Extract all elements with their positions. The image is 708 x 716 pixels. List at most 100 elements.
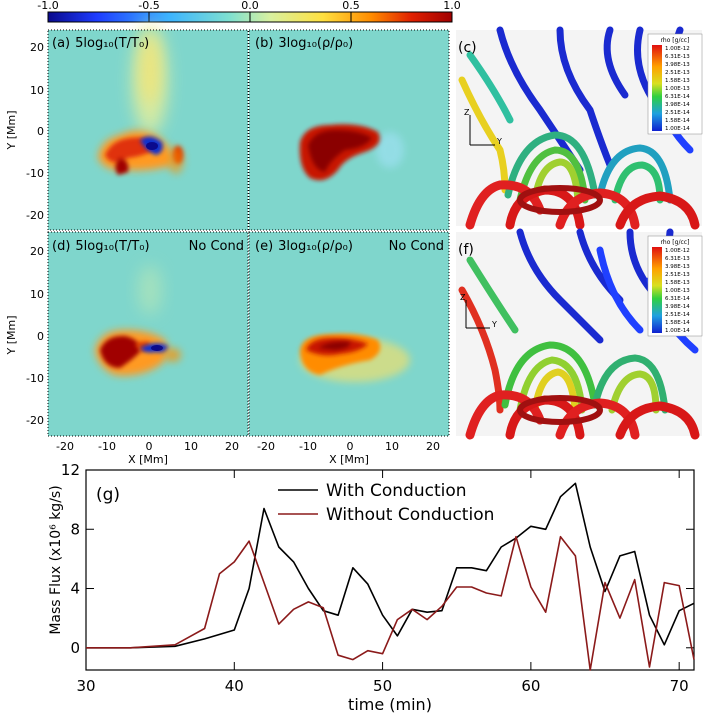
panel-a-label: (a) 5log₁₀(T/T₀) — [52, 36, 149, 51]
x-axis-label-right: X [Mm] — [329, 453, 369, 466]
x-tick: -10 — [299, 440, 317, 453]
axis3d-z: Z — [464, 108, 470, 117]
series — [86, 482, 695, 671]
y-tick: -20 — [26, 414, 44, 427]
panel-e-note: No Cond — [389, 239, 444, 254]
legend-label: Without Conduction — [326, 505, 494, 525]
panel-f-3d-axes — [465, 300, 490, 329]
y-tick-label: 12 — [61, 461, 80, 479]
panel-a-frame — [47, 29, 249, 231]
panel-b-label: (b) 3log₁₀(ρ/ρ₀) — [255, 36, 353, 51]
chart-legend: With Conduction Without Conduction — [278, 481, 494, 525]
panel-c-legend: rho [g/cc] 1.00E-12 6.31E-13 3.98E-13 2.… — [647, 33, 703, 135]
legend-value: 1.00E-12 — [665, 46, 690, 52]
colorbar: -1.0 -0.5 0.0 0.5 1.0 — [37, 0, 461, 23]
y-tick: -10 — [26, 372, 44, 385]
legend-value: 1.00E-13 — [665, 288, 690, 294]
colorbar-tick: 0.0 — [241, 0, 259, 12]
y-axis-label-top: Y [Mm] — [5, 110, 18, 150]
legend-value: 3.98E-13 — [665, 264, 690, 270]
y-tick: 0 — [37, 125, 44, 138]
x-tick: 10 — [184, 440, 198, 453]
x-tick: 20 — [426, 440, 440, 453]
legend-value: 1.58E-14 — [665, 118, 690, 124]
y-axis-label-bottom: Y [Mm] — [5, 315, 18, 355]
colorbar-tick: -1.0 — [37, 0, 58, 12]
legend-value: 1.00E-12 — [665, 248, 690, 254]
legend-value: 1.00E-14 — [665, 126, 690, 132]
x-tick: -20 — [56, 440, 74, 453]
x-tick-label: 70 — [670, 677, 689, 695]
legend-value: 6.31E-13 — [665, 256, 690, 262]
axis3d-z: Z — [460, 293, 466, 302]
legend-value: 3.98E-14 — [665, 304, 690, 310]
panel-c-label: (c) — [458, 40, 477, 56]
legend-value: 2.51E-13 — [665, 272, 690, 278]
axis3d-y: Y — [496, 137, 502, 146]
panel-c-3d-axes — [469, 115, 495, 146]
y-tick-label: 4 — [70, 580, 80, 598]
x-tick: 0 — [347, 440, 354, 453]
legend-value: 1.00E-13 — [665, 86, 690, 92]
legend-value: 2.51E-14 — [665, 312, 690, 318]
x-tick-label: 30 — [76, 677, 95, 695]
panel-e-label: (e) 3log₁₀(ρ/ρ₀) — [255, 239, 353, 254]
y-tick: 20 — [30, 245, 44, 258]
series-line-without-conduction — [86, 535, 695, 671]
panel-f-legend: rho [g/cc] 1.00E-12 6.31E-13 3.98E-13 2.… — [647, 235, 703, 337]
x-ticks: 30 40 50 60 70 — [76, 470, 689, 695]
x-tick-label: 50 — [373, 677, 392, 695]
panel-f: Z Y (f) rho [g/cc] 1.00E-12 6.31E-13 3.9… — [456, 228, 703, 440]
legend-title: rho [g/cc] — [661, 37, 690, 44]
panel-b: (b) 3log₁₀(ρ/ρ₀) — [248, 29, 450, 231]
x-axis-label: time (min) — [348, 695, 432, 714]
y-tick: 20 — [30, 41, 44, 54]
panel-g-label: (g) — [96, 485, 120, 505]
x-tick: -10 — [98, 440, 116, 453]
y-tick: -10 — [26, 167, 44, 180]
x-tick: -20 — [257, 440, 275, 453]
colorbar-tick: 1.0 — [443, 0, 461, 12]
panel-d-label: (d) 5log₁₀(T/T₀) — [52, 239, 150, 254]
legend-value: 6.31E-13 — [665, 54, 690, 60]
y-axis-label: Mass Flux (x10⁶ kg/s) — [48, 485, 64, 634]
plot-frame — [85, 469, 695, 671]
y-tick-label: 8 — [70, 520, 80, 538]
x-axis-label-left: X [Mm] — [128, 453, 168, 466]
y-tick: 0 — [37, 330, 44, 343]
legend-value: 1.58E-14 — [665, 320, 690, 326]
panel-a: (a) 5log₁₀(T/T₀) — [47, 25, 249, 231]
map-axes: Y [Mm] Y [Mm] 20 10 0 -10 -20 20 10 0 -1… — [5, 41, 440, 466]
legend-value: 6.31E-14 — [665, 94, 690, 100]
panel-d: (d) 5log₁₀(T/T₀) No Cond — [47, 231, 249, 437]
legend-title: rho [g/cc] — [661, 239, 690, 246]
y-tick: -20 — [26, 209, 44, 222]
x-tick: 20 — [225, 440, 239, 453]
x-tick-label: 40 — [225, 677, 244, 695]
y-tick-label: 0 — [70, 639, 80, 657]
axis3d-y: Y — [491, 320, 497, 329]
panel-c: Z Y (c) rho [g/cc] 1.00E-12 6.31E-13 3.9… — [456, 26, 703, 230]
x-tick: 0 — [146, 440, 153, 453]
colorbar-tick: 0.5 — [342, 0, 360, 12]
legend-value: 3.98E-14 — [665, 102, 690, 108]
x-tick: 10 — [385, 440, 399, 453]
y-tick: 10 — [30, 84, 44, 97]
panel-e-frame — [248, 231, 450, 437]
legend-value: 3.98E-13 — [665, 62, 690, 68]
legend-value: 1.58E-13 — [665, 78, 690, 84]
legend-value: 6.31E-14 — [665, 296, 690, 302]
legend-value: 1.58E-13 — [665, 280, 690, 286]
series-line-with-conduction — [86, 482, 695, 649]
panel-e: (e) 3log₁₀(ρ/ρ₀) No Cond — [248, 231, 450, 437]
x-tick-label: 60 — [521, 677, 540, 695]
legend-value: 2.51E-14 — [665, 110, 690, 116]
mass-flux-chart: 30 40 50 60 70 0 4 8 12 (g) time (min) Mass Flu… — [48, 461, 695, 714]
panel-d-note: No Cond — [189, 239, 244, 254]
panel-b-frame — [248, 29, 450, 231]
y-tick: 10 — [30, 288, 44, 301]
legend-value: 1.00E-14 — [665, 328, 690, 334]
legend-value: 2.51E-13 — [665, 70, 690, 76]
colorbar-tick: -0.5 — [138, 0, 159, 12]
